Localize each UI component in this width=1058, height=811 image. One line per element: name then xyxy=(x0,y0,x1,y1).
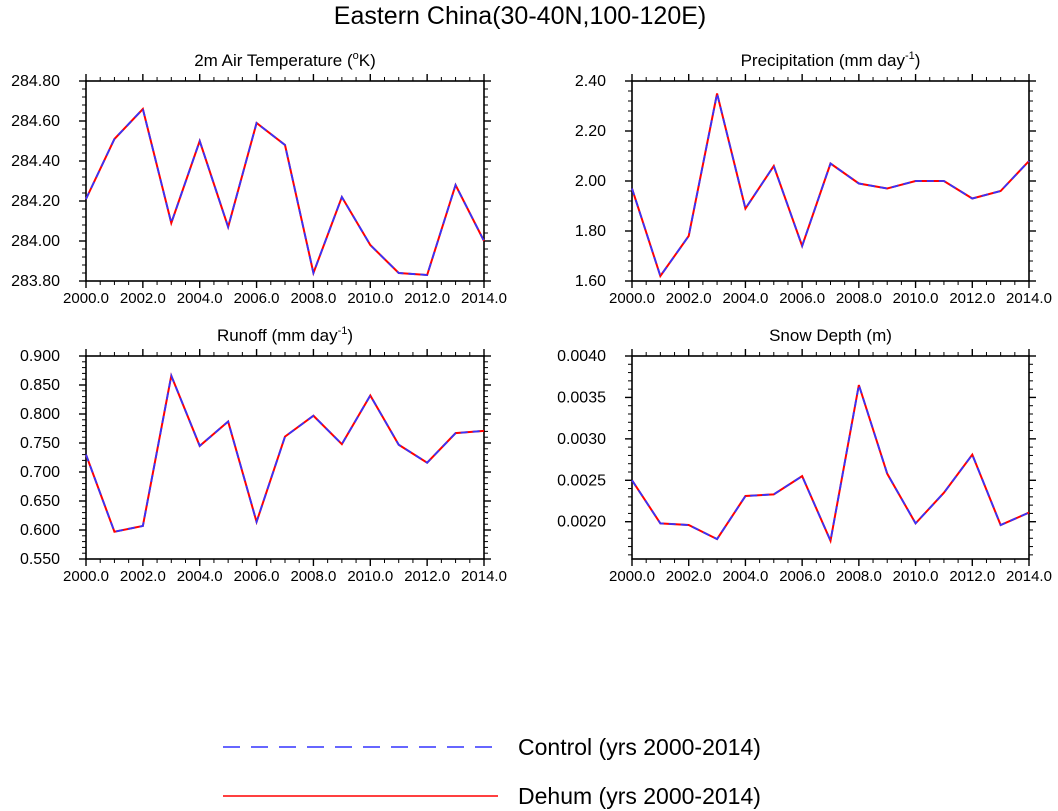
y-tick-label: 0.750 xyxy=(20,435,60,452)
panel-runoff: Runoff (mm day-1) 2000.0 2002.0 2004.0 2006.… xyxy=(20,325,507,585)
series-line-dehum xyxy=(631,384,1030,545)
y-tick-label: 2.20 xyxy=(575,123,606,140)
y-tick-label: 0.0030 xyxy=(557,431,606,448)
x-tick-label: 2014.0 xyxy=(1006,568,1052,585)
y-tick-label: 0.0020 xyxy=(557,514,606,531)
legend-label-control: Control (yrs 2000-2014) xyxy=(518,734,761,760)
y-tick-label: 283.80 xyxy=(11,273,60,290)
x-tick-label: 2004.0 xyxy=(722,568,768,585)
x-tick-label: 2008.0 xyxy=(836,290,882,307)
x-tick-label: 2002.0 xyxy=(120,290,166,307)
y-tick-label: 284.20 xyxy=(11,193,60,210)
x-tick-label: 2002.0 xyxy=(666,568,712,585)
panel-precipitation: Precipitation (mm day-1) 2000.0 2002.0 2004… xyxy=(575,50,1052,307)
x-tick-label: 2006.0 xyxy=(234,290,280,307)
y-tick-label: 284.40 xyxy=(11,153,60,170)
x-tick-label: 2014.0 xyxy=(461,568,507,585)
y-tick-label: 0.850 xyxy=(20,377,60,394)
main-title: Eastern China(30-40N,100-120E) xyxy=(334,2,706,30)
x-tick-label: 2000.0 xyxy=(609,290,655,307)
y-tick-label: 284.80 xyxy=(11,73,60,90)
x-tick-label: 2000.0 xyxy=(63,568,109,585)
chart-panels: 2m Air Temperature (oK) 2000.0 2002.0 2004.… xyxy=(11,50,1052,585)
x-tick-label: 2002.0 xyxy=(120,568,166,585)
series-line-control xyxy=(85,372,485,533)
x-tick-label: 2008.0 xyxy=(836,568,882,585)
y-tick-label: 2.40 xyxy=(575,73,606,90)
panel-title: Runoff (mm day-1) xyxy=(217,325,353,345)
plot-frame xyxy=(85,355,485,560)
x-tick-label: 2010.0 xyxy=(893,290,939,307)
x-tick-label: 2012.0 xyxy=(404,568,450,585)
y-tick-label: 1.80 xyxy=(575,223,606,240)
y-tick-label: 284.60 xyxy=(11,113,60,130)
y-tick-label: 0.800 xyxy=(20,406,60,423)
x-tick-label: 2010.0 xyxy=(347,568,393,585)
panel-title: Precipitation (mm day-1) xyxy=(741,50,921,70)
y-tick-label: 0.650 xyxy=(20,493,60,510)
y-tick-label: 0.0025 xyxy=(557,472,606,489)
x-tick-label: 2008.0 xyxy=(290,568,336,585)
x-tick-label: 2010.0 xyxy=(893,568,939,585)
plot-frame xyxy=(85,80,485,282)
series-line-dehum xyxy=(85,106,485,277)
series-line-control xyxy=(85,107,485,277)
y-tick-label: 0.700 xyxy=(20,464,60,481)
x-tick-label: 2012.0 xyxy=(404,290,450,307)
x-tick-label: 2000.0 xyxy=(63,290,109,307)
legend-label-dehum: Dehum (yrs 2000-2014) xyxy=(518,783,761,809)
y-tick-label: 2.00 xyxy=(575,173,606,190)
y-tick-label: 0.600 xyxy=(20,522,60,539)
x-tick-label: 2012.0 xyxy=(949,568,995,585)
y-tick-label: 1.60 xyxy=(575,273,606,290)
x-tick-label: 2014.0 xyxy=(461,290,507,307)
x-tick-label: 2014.0 xyxy=(1006,290,1052,307)
x-tick-label: 2006.0 xyxy=(234,568,280,585)
y-tick-label: 284.00 xyxy=(11,233,60,250)
series-line-control xyxy=(631,384,1030,544)
y-tick-label: 0.0035 xyxy=(557,389,606,406)
panel-snow-depth: Snow Depth (m) 2000.0 2002.0 2004.0 2006.0 20… xyxy=(557,326,1052,585)
x-tick-label: 2006.0 xyxy=(779,290,825,307)
x-tick-label: 2012.0 xyxy=(949,290,995,307)
x-tick-label: 2004.0 xyxy=(722,290,768,307)
panel-title: 2m Air Temperature (oK) xyxy=(194,50,376,70)
x-tick-label: 2004.0 xyxy=(177,290,223,307)
panel-title: Snow Depth (m) xyxy=(769,326,892,345)
plot-frame xyxy=(631,80,1030,282)
series-line-dehum xyxy=(631,93,1030,279)
panel-temperature: 2m Air Temperature (oK) 2000.0 2002.0 2004.… xyxy=(11,50,507,307)
y-tick-label: 0.0040 xyxy=(557,348,606,365)
x-tick-label: 2000.0 xyxy=(609,568,655,585)
x-tick-label: 2006.0 xyxy=(779,568,825,585)
series-line-dehum xyxy=(85,372,485,533)
series-line-control xyxy=(631,93,1030,278)
y-tick-label: 0.900 xyxy=(20,348,60,365)
legend: Control (yrs 2000-2014) Dehum (yrs 2000-2… xyxy=(223,734,761,809)
x-tick-label: 2008.0 xyxy=(290,290,336,307)
y-tick-label: 0.550 xyxy=(20,551,60,568)
x-tick-label: 2002.0 xyxy=(666,290,712,307)
x-tick-label: 2010.0 xyxy=(347,290,393,307)
x-tick-label: 2004.0 xyxy=(177,568,223,585)
